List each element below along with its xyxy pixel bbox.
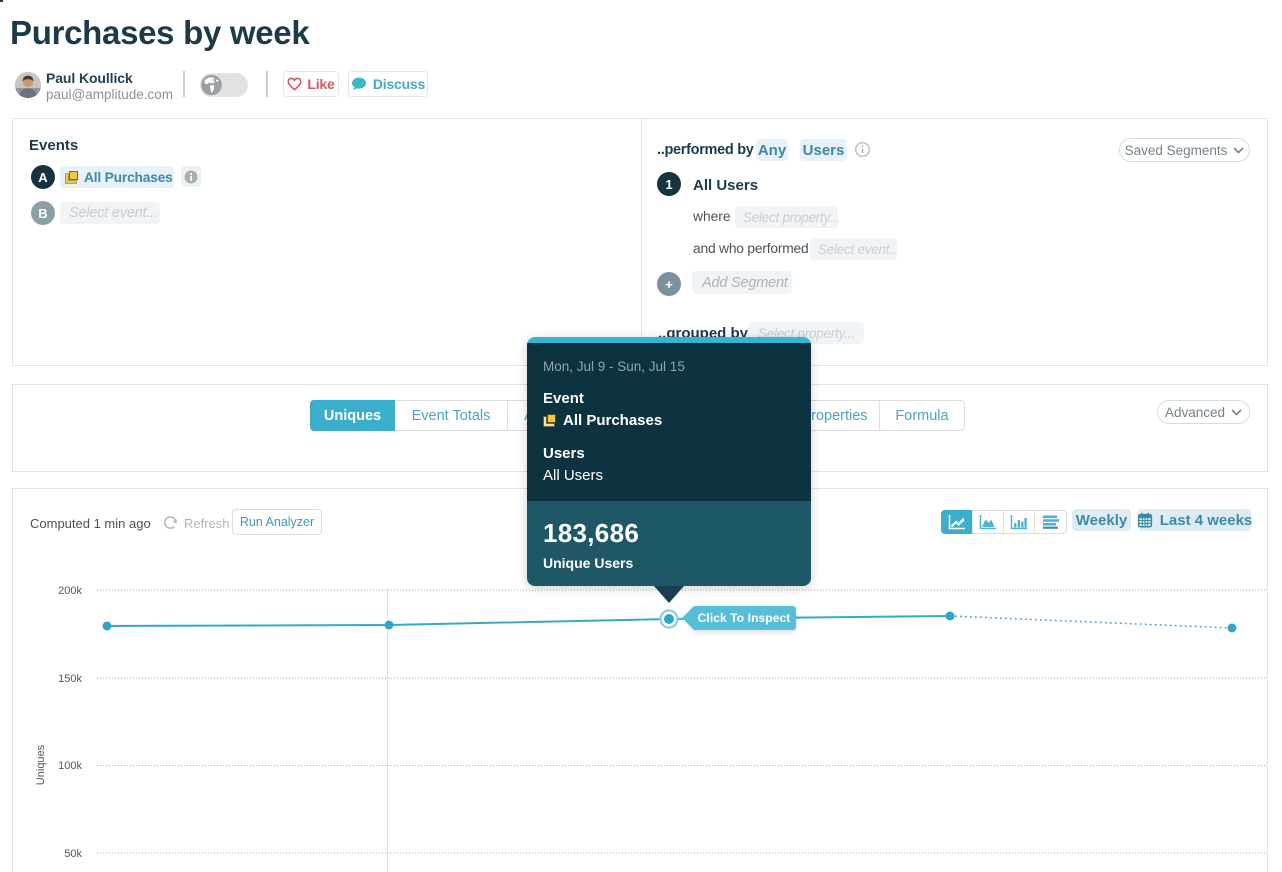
svg-text:200k: 200k [58,585,82,597]
svg-text:50k: 50k [64,848,82,860]
svg-text:100k: 100k [58,760,82,772]
svg-text:150k: 150k [58,673,82,685]
svg-text:Uniques: Uniques [35,744,47,785]
